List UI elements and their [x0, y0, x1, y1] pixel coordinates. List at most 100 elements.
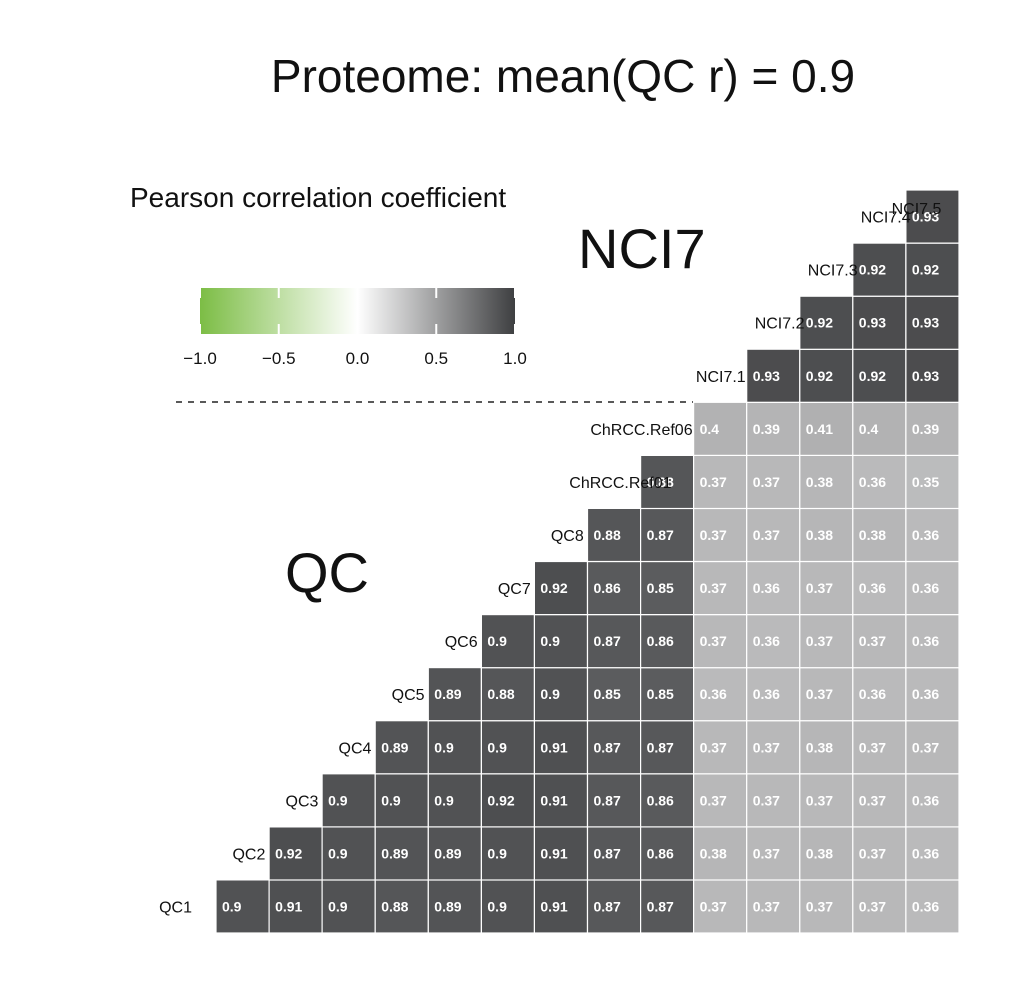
cell-value-label: 0.36 [912, 686, 939, 702]
heatmap-cell [852, 295, 907, 350]
cell-value-label: 0.35 [912, 474, 939, 490]
heatmap-cell [905, 879, 960, 934]
cell-value-label: 0.87 [647, 899, 674, 915]
heatmap-cell [852, 242, 907, 297]
sample-labels: QC1 QC2 QC3 QC4 QC5 QC6 QC7 QC8 ChRCC.Ref01 ChRCC… [159, 201, 941, 917]
heatmap-cell [639, 613, 695, 669]
heatmap-cell [799, 454, 854, 510]
heatmap-cell [905, 401, 960, 456]
heatmap-cell [692, 879, 748, 934]
cell-value-label: 0.86 [647, 633, 674, 649]
cell-value-label: 0.9 [487, 633, 507, 649]
cell-value-label: 0.9 [487, 899, 507, 915]
heatmap-cell [639, 879, 695, 934]
heatmap-cell [321, 773, 376, 828]
cell-value-label: 0.36 [912, 792, 939, 808]
heatmap-cell [905, 454, 960, 510]
cell-value-label: 0.87 [594, 739, 621, 755]
cell-value-label: 0.38 [806, 474, 833, 490]
heatmap-cell [799, 879, 854, 934]
cell-value-label: 0.89 [434, 899, 461, 915]
cell-value-label: 0.87 [594, 633, 621, 649]
cell-value-label: 0.36 [700, 686, 727, 702]
heatmap-cell [215, 879, 270, 934]
heatmap-cell [905, 560, 960, 616]
cell-value-label: 0.36 [753, 580, 780, 596]
sample-label: NCI7.2 [755, 316, 805, 333]
cell-value-label: 0.37 [753, 792, 780, 808]
heatmap-cell [586, 507, 642, 563]
heatmap-cell [427, 666, 482, 722]
cell-value-label: 0.9 [434, 792, 454, 808]
cell-value-label: 0.92 [487, 792, 514, 808]
cell-value-label: 0.37 [700, 739, 727, 755]
cell-value-label: 0.87 [594, 845, 621, 861]
cell-value-label: 0.89 [381, 845, 408, 861]
sample-label: QC4 [339, 740, 372, 757]
cell-value-label: 0.92 [912, 262, 939, 278]
cell-value-label: 0.38 [806, 845, 833, 861]
cell-value-label: 0.9 [487, 739, 507, 755]
cell-value-label: 0.37 [806, 633, 833, 649]
cell-value-label: 0.9 [381, 792, 401, 808]
heatmap-cell [533, 560, 589, 616]
cell-value-label: 0.36 [753, 633, 780, 649]
heatmap-cell [746, 454, 801, 510]
heatmap-cell [799, 666, 854, 722]
cell-value-label: 0.37 [806, 686, 833, 702]
heatmap-cell [799, 401, 854, 456]
heatmap-cell [746, 401, 801, 456]
heatmap-cell [480, 666, 536, 722]
heatmap-cell [533, 879, 589, 934]
cell-value-label: 0.87 [594, 899, 621, 915]
legend-tick-label: 1.0 [503, 349, 527, 368]
legend-title: Pearson correlation coefficient [130, 182, 506, 213]
cell-value-label: 0.85 [647, 580, 674, 596]
cell-value-label: 0.36 [912, 633, 939, 649]
heatmap-cell [480, 720, 536, 775]
sample-label: QC2 [232, 846, 265, 863]
heatmap-cell [852, 613, 907, 669]
cell-value-label: 0.9 [540, 633, 560, 649]
heatmap-cells: 0.9 0.91 0.92 0.9 0.9 0.9 0.88 0.89 0.9 0.89 0.89 0… [215, 189, 960, 934]
cell-value-label: 0.92 [806, 315, 833, 331]
cell-value-label: 0.36 [912, 527, 939, 543]
cell-value-label: 0.37 [753, 739, 780, 755]
sample-label: QC1 [159, 900, 192, 917]
cell-value-label: 0.36 [859, 474, 886, 490]
cell-value-label: 0.89 [434, 845, 461, 861]
cell-value-label: 0.36 [859, 686, 886, 702]
cell-value-label: 0.85 [594, 686, 621, 702]
heatmap-cell [427, 879, 482, 934]
cell-value-label: 0.9 [487, 845, 507, 861]
legend-tick-label: −0.5 [262, 349, 296, 368]
heatmap-cell [905, 666, 960, 722]
cell-value-label: 0.36 [859, 580, 886, 596]
heatmap-cell [692, 666, 748, 722]
cell-value-label: 0.87 [594, 792, 621, 808]
cell-value-label: 0.38 [859, 527, 886, 543]
sample-label: QC6 [445, 634, 478, 651]
heatmap-cell [639, 454, 695, 510]
cell-value-label: 0.39 [912, 421, 939, 437]
legend-tick-label: 0.0 [346, 349, 370, 368]
cell-value-label: 0.37 [700, 580, 727, 596]
cell-value-label: 0.37 [700, 633, 727, 649]
heatmap-cell [268, 826, 323, 881]
cell-value-label: 0.91 [540, 739, 567, 755]
heatmap-cell [692, 560, 748, 616]
cell-value-label: 0.91 [540, 845, 567, 861]
cell-value-label: 0.37 [859, 739, 886, 755]
cell-value-label: 0.85 [647, 686, 674, 702]
cell-value-label: 0.93 [912, 368, 939, 384]
cell-value-label: 0.37 [700, 899, 727, 915]
heatmap-cell [480, 879, 536, 934]
sample-label: NCI7.4 [861, 210, 911, 227]
heatmap-cell [905, 242, 960, 297]
cell-value-label: 0.37 [912, 739, 939, 755]
heatmap-cell [746, 879, 801, 934]
heatmap-cell [374, 773, 429, 828]
heatmap-cell [692, 401, 748, 456]
cell-value-label: 0.92 [859, 368, 886, 384]
heatmap-cell [639, 720, 695, 775]
